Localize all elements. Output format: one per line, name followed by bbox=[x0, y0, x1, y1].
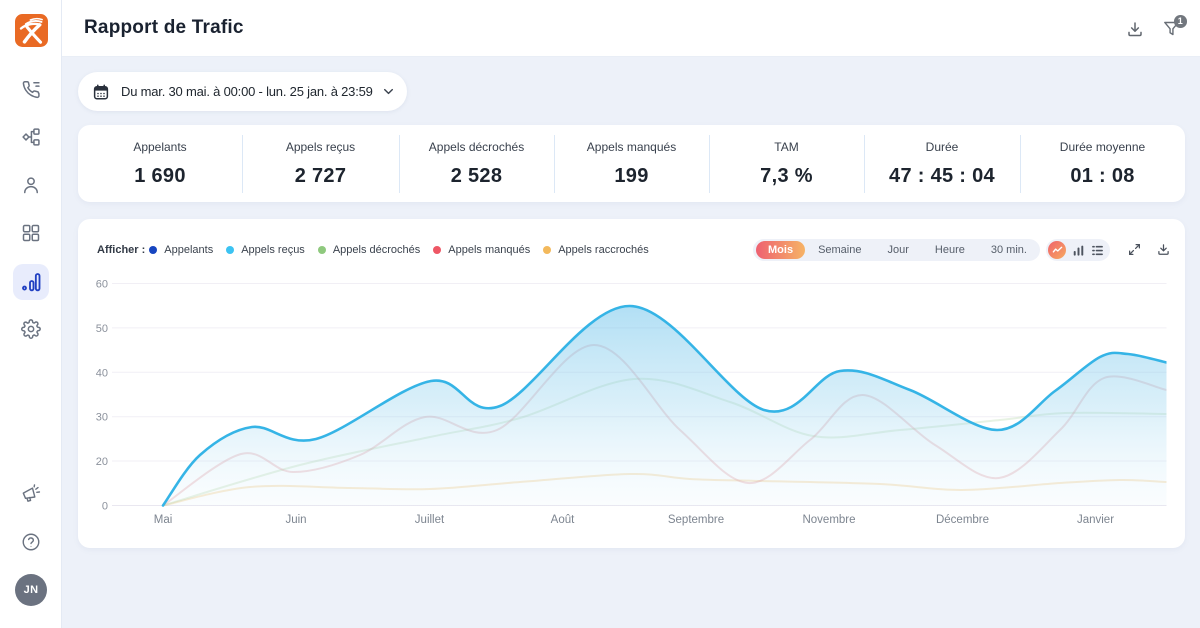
svg-text:Août: Août bbox=[551, 514, 575, 526]
svg-text:Juillet: Juillet bbox=[415, 514, 445, 526]
svg-text:60: 60 bbox=[96, 279, 108, 291]
svg-text:40: 40 bbox=[96, 367, 108, 379]
svg-text:Mai: Mai bbox=[154, 514, 173, 526]
svg-text:Juin: Juin bbox=[285, 514, 306, 526]
svg-text:Novembre: Novembre bbox=[802, 514, 855, 526]
svg-text:0: 0 bbox=[102, 501, 108, 513]
svg-text:30: 30 bbox=[96, 412, 108, 424]
svg-text:Janvier: Janvier bbox=[1077, 514, 1114, 526]
svg-text:20: 20 bbox=[96, 456, 108, 468]
svg-text:50: 50 bbox=[96, 323, 108, 335]
svg-text:Décembre: Décembre bbox=[936, 514, 989, 526]
svg-text:Septembre: Septembre bbox=[668, 514, 724, 526]
